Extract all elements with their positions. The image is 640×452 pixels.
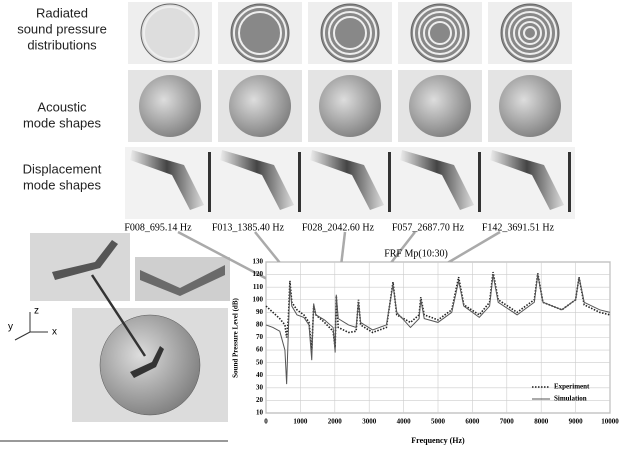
colorbar <box>388 152 391 212</box>
row-label: Acoustic <box>37 99 87 114</box>
x-axis-label: Frequency (Hz) <box>411 436 465 445</box>
y-tick-label: 120 <box>253 270 264 278</box>
acoustic-sphere <box>229 75 291 137</box>
y-tick-label: 30 <box>256 383 264 391</box>
x-tick-label: 10000 <box>601 418 619 426</box>
x-tick-label: 1000 <box>293 418 308 426</box>
row-label: distributions <box>27 37 97 52</box>
triad-label: y <box>8 322 13 333</box>
mode-label: F057_2687.70 Hz <box>392 222 465 233</box>
x-tick-label: 2000 <box>328 418 343 426</box>
acoustic-sphere <box>409 75 471 137</box>
x-tick-label: 5000 <box>431 418 446 426</box>
triad-label: x <box>52 327 57 338</box>
x-tick-label: 4000 <box>397 418 412 426</box>
acoustic-sphere <box>499 75 561 137</box>
figure: z y x FRF Mp(10:30) Frequency (Hz) Sound… <box>0 0 640 452</box>
row-label: sound pressure <box>17 21 107 36</box>
x-tick-label: 9000 <box>569 418 584 426</box>
pressure-disk <box>141 4 199 62</box>
x-tick-label: 0 <box>264 418 268 426</box>
y-tick-label: 100 <box>253 295 264 303</box>
row-label: Radiated <box>36 5 88 20</box>
chart-title: FRF Mp(10:30) <box>384 248 448 259</box>
row-label: mode shapes <box>23 177 102 192</box>
y-tick-label: 110 <box>253 283 264 291</box>
row-label: mode shapes <box>23 115 102 130</box>
x-tick-label: 8000 <box>534 418 549 426</box>
triad-axis <box>15 332 30 340</box>
y-tick-label: 10 <box>256 409 264 417</box>
y-tick-label: 60 <box>256 346 264 354</box>
x-tick-label: 7000 <box>500 418 515 426</box>
row-label: Displacement <box>23 161 102 176</box>
y-tick-label: 80 <box>256 321 264 329</box>
acoustic-sphere <box>319 75 381 137</box>
colorbar <box>478 152 481 212</box>
y-tick-label: 130 <box>253 258 264 266</box>
y-axis-label: Sound Pressure Level (dB) <box>232 298 240 378</box>
image-panels <box>125 2 575 219</box>
colorbar <box>568 152 571 212</box>
y-tick-label: 90 <box>256 308 264 316</box>
triad-label: z <box>34 306 39 317</box>
y-tick-label: 50 <box>256 358 264 366</box>
y-tick-label: 40 <box>256 371 264 379</box>
x-tick-label: 6000 <box>465 418 480 426</box>
colorbar <box>208 152 211 212</box>
mode-label: F028_2042.60 Hz <box>302 222 375 233</box>
y-tick-label: 20 <box>256 396 264 404</box>
x-tick-label: 3000 <box>362 418 377 426</box>
figure-canvas: z y x FRF Mp(10:30) Frequency (Hz) Sound… <box>0 0 640 452</box>
mode-label: F013_1385.40 Hz <box>212 222 285 233</box>
mode-label: F008_695.14 Hz <box>124 222 192 233</box>
colorbar <box>298 152 301 212</box>
legend-label: Experiment <box>554 383 590 391</box>
acoustic-sphere <box>139 75 201 137</box>
y-tick-label: 70 <box>256 333 264 341</box>
mode-label: F142_3691.51 Hz <box>482 222 555 233</box>
legend-label: Simulation <box>554 395 587 403</box>
